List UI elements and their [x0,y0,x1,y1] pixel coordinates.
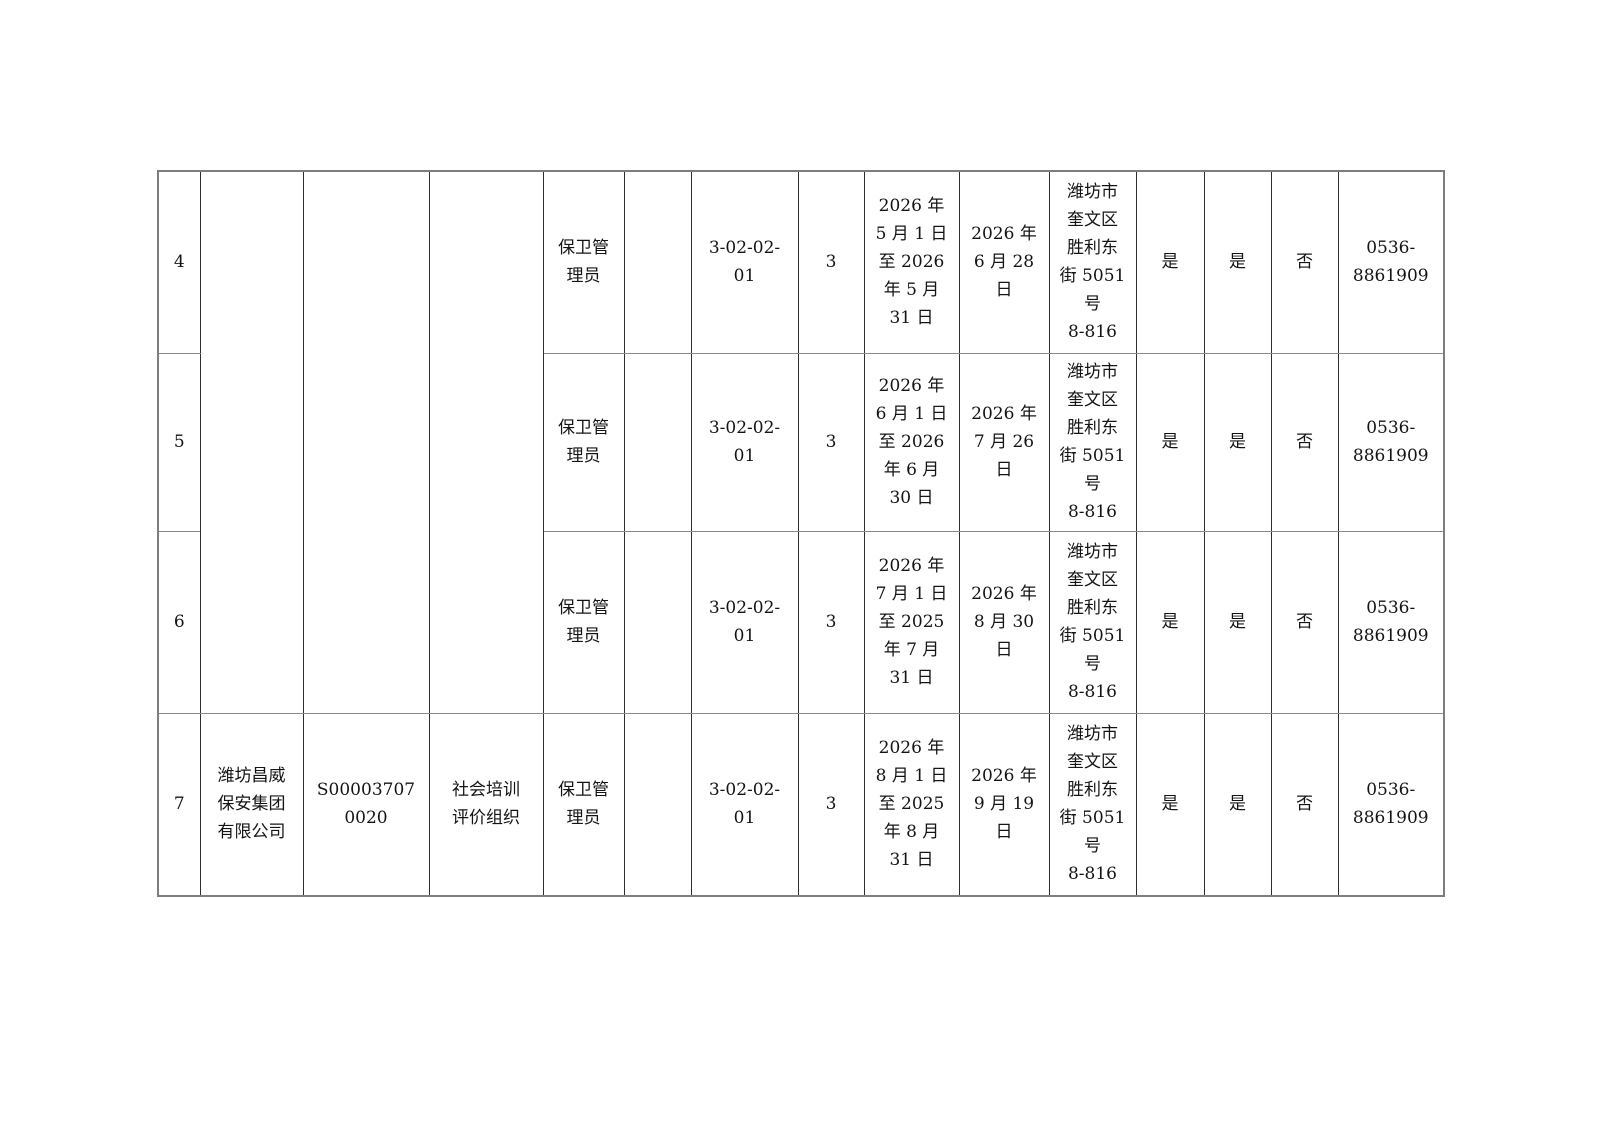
cell-flag-theory: 是 [1135,530,1205,714]
cell-row-number: 5 [157,352,201,532]
cell-exam-date: 2026 年 6 月 28 日 [958,170,1050,354]
cell-flag-comprehensive: 否 [1270,712,1339,897]
cell-company-name: 潍坊昌威 保安集团 有限公司 [199,712,304,897]
cell-flag-practical: 是 [1203,170,1272,354]
cell-exam-date: 2026 年 8 月 30 日 [958,530,1050,714]
cell-level: 3 [797,170,865,354]
cell-flag-theory: 是 [1135,712,1205,897]
cell-contact-phone: 0536- 8861909 [1337,530,1445,714]
cell-contact-phone: 0536- 8861909 [1337,352,1445,532]
cell-exam-address: 潍坊市 奎文区 胜利东 街 5051 号 8-816 [1048,352,1137,532]
cell-occupation-code: 3-02-02- 01 [690,170,799,354]
cell-flag-comprehensive: 否 [1270,352,1339,532]
records-table: 4 保卫管 理员 3-02-02- 01 3 2026 年 5 月 1 日 至 … [157,170,1445,897]
cell-company-name-merged [199,170,304,714]
cell-flag-theory: 是 [1135,170,1205,354]
cell-occupation: 保卫管 理员 [542,530,625,714]
cell-org-code-merged [302,170,430,714]
cell-exam-address: 潍坊市 奎文区 胜利东 街 5051 号 8-816 [1048,530,1137,714]
cell-work-type [623,352,692,532]
cell-exam-date: 2026 年 9 月 19 日 [958,712,1050,897]
cell-exam-date: 2026 年 7 月 26 日 [958,352,1050,532]
cell-org-type-merged [428,170,544,714]
cell-row-number: 4 [157,170,201,354]
cell-work-type [623,170,692,354]
cell-occupation-code: 3-02-02- 01 [690,712,799,897]
table-row-4: 4 保卫管 理员 3-02-02- 01 3 2026 年 5 月 1 日 至 … [157,170,1445,714]
cell-flag-comprehensive: 否 [1270,530,1339,714]
cell-contact-phone: 0536- 8861909 [1337,170,1445,354]
cell-flag-comprehensive: 否 [1270,170,1339,354]
cell-level: 3 [797,530,865,714]
cell-contact-phone: 0536- 8861909 [1337,712,1445,897]
cell-level: 3 [797,712,865,897]
cell-row-number: 7 [157,712,201,897]
cell-exam-address: 潍坊市 奎文区 胜利东 街 5051 号 8-816 [1048,712,1137,897]
cell-report-period: 2026 年 5 月 1 日 至 2026 年 5 月 31 日 [863,170,960,354]
cell-flag-practical: 是 [1203,352,1272,532]
cell-occupation: 保卫管 理员 [542,170,625,354]
cell-flag-theory: 是 [1135,352,1205,532]
cell-org-code: S00003707 0020 [302,712,430,897]
cell-occupation-code: 3-02-02- 01 [690,530,799,714]
cell-occupation: 保卫管 理员 [542,352,625,532]
cell-row-number: 6 [157,530,201,714]
cell-org-type: 社会培训 评价组织 [428,712,544,897]
cell-flag-practical: 是 [1203,530,1272,714]
cell-occupation-code: 3-02-02- 01 [690,352,799,532]
table-row-5: 5 保卫管 理员 3-02-02- 01 3 2026 年 6 月 1 日 至 … [157,352,1445,532]
cell-occupation: 保卫管 理员 [542,712,625,897]
cell-exam-address: 潍坊市 奎文区 胜利东 街 5051 号 8-816 [1048,170,1137,354]
table-row-7: 7 潍坊昌威 保安集团 有限公司 S00003707 0020 社会培训 评价组… [157,712,1445,897]
cell-flag-practical: 是 [1203,712,1272,897]
cell-report-period: 2026 年 6 月 1 日 至 2026 年 6 月 30 日 [863,352,960,532]
cell-work-type [623,712,692,897]
cell-report-period: 2026 年 7 月 1 日 至 2025 年 7 月 31 日 [863,530,960,714]
cell-work-type [623,530,692,714]
cell-level: 3 [797,352,865,532]
cell-report-period: 2026 年 8 月 1 日 至 2025 年 8 月 31 日 [863,712,960,897]
